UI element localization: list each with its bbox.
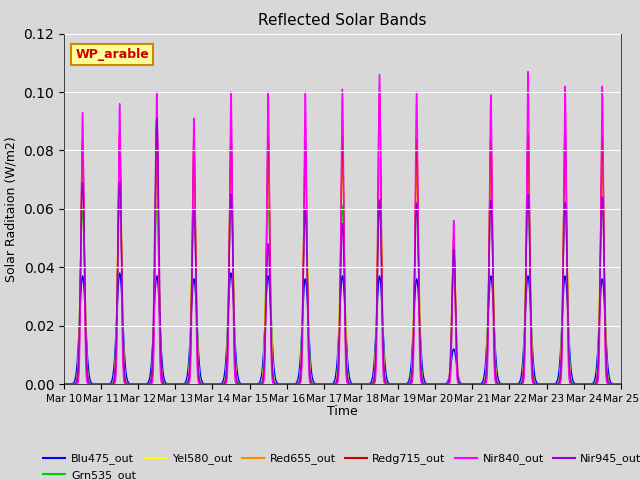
Legend: Blu475_out, Grn535_out, Yel580_out, Red655_out, Redg715_out, Nir840_out, Nir945_: Blu475_out, Grn535_out, Yel580_out, Red6… [39, 449, 640, 480]
Title: Reflected Solar Bands: Reflected Solar Bands [258, 13, 427, 28]
Text: WP_arable: WP_arable [75, 48, 149, 61]
X-axis label: Time: Time [327, 405, 358, 418]
Y-axis label: Solar Raditaion (W/m2): Solar Raditaion (W/m2) [5, 136, 18, 282]
